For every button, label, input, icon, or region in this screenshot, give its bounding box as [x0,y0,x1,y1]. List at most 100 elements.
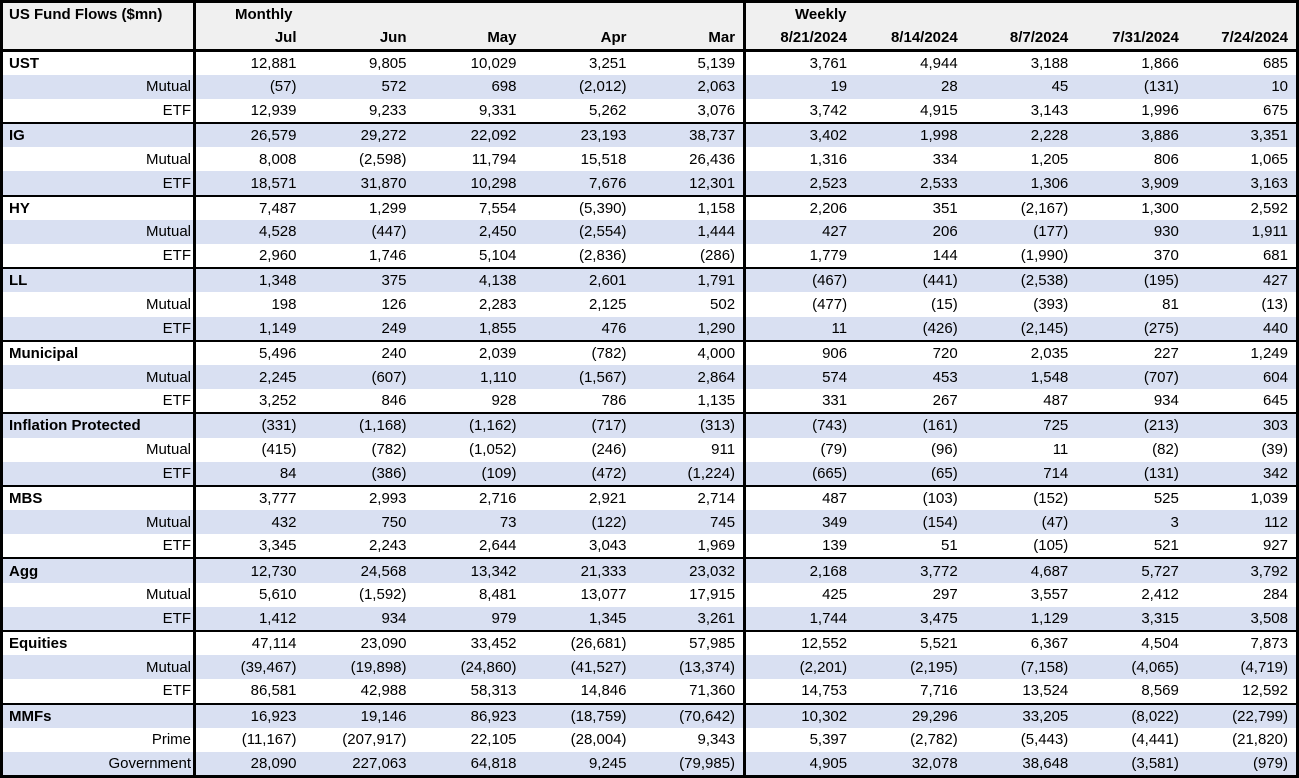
cell: 126 [381,295,407,313]
cell: 4,687 [1030,562,1069,580]
row-label: Mutual [145,295,191,313]
cell: (26,681) [570,635,627,653]
cell: (246) [591,441,627,459]
cell: 16,923 [193,703,305,728]
cell: 4,000 [697,344,736,362]
cell: 3,143 [965,98,1077,125]
cell: (275) [1076,316,1187,342]
cell: 1,205 [1030,150,1069,168]
cell: 745 [710,513,736,531]
cell: 5,139 [697,54,736,72]
cell: 2,063 [697,78,736,96]
cell: 3,886 [1141,127,1179,145]
cell: 3,163 [1186,171,1298,197]
cell: 13,342 [470,562,517,580]
cell: 1,299 [368,199,407,217]
cell: 4,138 [478,272,517,290]
table-row: ETF 1,149 249 1,855 476 1,290 11 (426) (2,145) (2… [1,316,1298,342]
cell: 284 [1262,586,1288,604]
cell: 1,348 [193,268,305,293]
cell: (105) [965,534,1077,560]
table-row: LL 1,348 375 4,138 2,601 1,791 (467) (441) (2,53… [1,268,1298,293]
cell: 349 [743,510,856,535]
table-row: Mutual (57) 572 698 (2,012) 2,063 19 28 45 (131) 1… [1,74,1298,99]
cell: 604 [1262,368,1288,386]
cell: (4,441) [1131,731,1179,749]
cell: 3,742 [743,98,856,125]
column-header-week-3: 8/7/2024 [965,25,1077,52]
cell: (13,374) [679,658,736,676]
cell: 267 [855,389,966,415]
cell: 1,135 [634,389,745,415]
cell: 33,452 [470,635,517,653]
cell: 1,065 [1250,150,1288,168]
cell: (131) [1143,78,1179,96]
cell: 23,193 [580,127,627,145]
cell: 28,090 [193,751,305,778]
cell: 2,533 [855,171,966,197]
cell: 5,727 [1141,562,1179,580]
cell: 24,568 [360,562,407,580]
table-row: Equities 47,114 23,090 33,452 (26,681) 57,985… [1,631,1298,656]
column-header-jul: Jul [193,25,305,52]
row-label: Mutual [145,223,191,241]
cell: (665) [743,461,856,487]
cell: 13,524 [965,679,1077,705]
cell: 22,092 [470,127,517,145]
cell: 487 [965,389,1077,415]
group-label: Inflation Protected [9,417,141,435]
cell: 57,985 [689,635,736,653]
cell: 10,298 [414,171,525,197]
table-row: MBS 3,777 2,993 2,716 2,921 2,714 487 (103) (152… [1,485,1298,511]
table-row: Mutual 2,245 (607) 1,110 (1,567) 2,864 574 453 1… [1,364,1298,390]
group-label: HY [9,199,30,217]
cell: 38,648 [965,751,1077,778]
table-row: ETF 3,252 846 928 786 1,135 331 267 487 934 645 [1,389,1298,415]
cell: (21,820) [1232,731,1288,749]
cell: 2,644 [414,534,525,560]
cell: 32,078 [855,751,966,778]
cell: 2,921 [588,489,627,507]
cell: 47,114 [193,631,305,656]
cell: (11,167) [193,727,305,752]
group-label: Equities [9,635,68,653]
cell: (2,836) [524,244,635,270]
cell: 14,753 [743,679,856,705]
cell: 1,791 [697,272,736,290]
cell: 4,915 [855,98,966,125]
cell: 10,302 [743,703,856,728]
cell: 5,397 [743,727,856,752]
cell: 2,592 [1250,199,1288,217]
monthly-section-label: Monthly [192,1,745,26]
cell: 750 [381,513,407,531]
cell: (7,158) [1020,658,1069,676]
cell: (79) [743,437,856,462]
cell: (18,759) [570,707,627,725]
cell: (13) [1261,295,1288,313]
cell: (415) [193,437,305,462]
cell: 476 [524,316,635,342]
cell: 3,557 [1030,586,1069,604]
cell: 1,306 [965,171,1077,197]
cell: (22,799) [1232,707,1288,725]
cell: (477) [743,292,856,317]
cell: (57) [193,74,305,99]
cell: (103) [922,489,958,507]
cell: 1,249 [1250,344,1288,362]
cell: 17,915 [689,586,736,604]
cell: 1,039 [1250,489,1288,507]
cell: (2,145) [965,316,1077,342]
cell: 7,676 [524,171,635,197]
cell: 2,714 [697,489,736,507]
group-label: IG [9,127,25,145]
table-row: Municipal 5,496 240 2,039 (782) 4,000 906 720 2,… [1,340,1298,365]
table-row: Mutual (39,467) (19,898) (24,860) (41,527) (1… [1,655,1298,680]
row-label: ETF [1,389,195,415]
cell: 227,063 [304,751,415,778]
cell: 81 [1162,295,1179,313]
column-header-row: Jul Jun May Apr Mar 8/21/2024 8/14/2024 … [2,25,1298,52]
cell: 7,716 [855,679,966,705]
cell: 4,905 [743,751,856,778]
cell: 58,313 [414,679,525,705]
cell: 2,283 [478,295,517,313]
